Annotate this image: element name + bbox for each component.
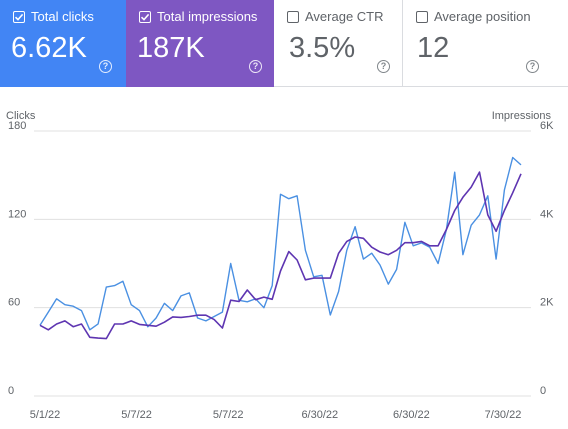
average-ctr-value: 3.5% xyxy=(289,32,356,64)
total-impressions-label: Total impressions xyxy=(157,9,258,24)
average-ctr-card[interactable]: Average CTR 3.5% ? xyxy=(274,0,402,87)
total-clicks-label: Total clicks xyxy=(31,9,94,24)
x-tick-label: 7/30/22 xyxy=(485,409,522,421)
total-impressions-value: 187K xyxy=(137,32,205,64)
checkmark-icon xyxy=(14,13,24,21)
clicks-line xyxy=(39,156,522,331)
average-position-header: Average position xyxy=(416,10,531,24)
total-clicks-header: Total clicks xyxy=(13,10,94,24)
help-icon[interactable]: ? xyxy=(99,60,112,73)
x-tick-label: 5/1/22 xyxy=(30,409,61,421)
y-right-tick-label: 6K xyxy=(540,120,554,132)
y-left-tick-label: 0 xyxy=(8,385,14,397)
total-impressions-card[interactable]: Total impressions 187K ? xyxy=(126,0,274,87)
x-tick-label: 5/7/22 xyxy=(121,409,152,421)
chart-ticks: 180 6K 120 4K 60 2K 0 0 5/1/22 5/7/22 5/7/22 6/30/2… xyxy=(8,120,554,421)
chart-lines xyxy=(39,156,522,340)
average-position-label: Average position xyxy=(434,9,531,24)
y-right-tick-label: 0 xyxy=(540,385,546,397)
average-ctr-checkbox[interactable] xyxy=(287,11,299,23)
x-tick-label: 5/7/22 xyxy=(213,409,244,421)
x-tick-label: 6/30/22 xyxy=(393,409,430,421)
checkmark-icon xyxy=(140,13,150,21)
total-clicks-checkbox[interactable] xyxy=(13,11,25,23)
help-icon[interactable]: ? xyxy=(249,60,262,73)
total-clicks-card[interactable]: Total clicks 6.62K ? xyxy=(0,0,126,87)
y-right-axis-label: Impressions xyxy=(492,110,552,122)
help-icon[interactable]: ? xyxy=(377,60,390,73)
average-position-checkbox[interactable] xyxy=(416,11,428,23)
chart-grid xyxy=(34,130,531,397)
average-ctr-header: Average CTR xyxy=(287,10,384,24)
average-position-card[interactable]: Average position 12 ? xyxy=(402,0,568,87)
y-left-axis-label: Clicks xyxy=(6,110,36,122)
total-impressions-checkbox[interactable] xyxy=(139,11,151,23)
help-icon[interactable]: ? xyxy=(526,60,539,73)
y-right-tick-label: 4K xyxy=(540,208,554,220)
performance-chart: Clicks Impressions 180 6K 120 4K 60 2K 0 0 5/1/2… xyxy=(6,110,554,421)
total-clicks-value: 6.62K xyxy=(11,32,87,64)
total-impressions-header: Total impressions xyxy=(139,10,257,24)
average-position-value: 12 xyxy=(417,32,450,64)
y-left-tick-label: 60 xyxy=(8,297,20,309)
y-left-tick-label: 120 xyxy=(8,208,26,220)
x-tick-label: 6/30/22 xyxy=(301,409,338,421)
metric-cards: Total clicks 6.62K ? Total impressions 1… xyxy=(0,0,568,87)
average-ctr-label: Average CTR xyxy=(305,9,384,24)
impressions-line xyxy=(39,171,522,340)
y-right-tick-label: 2K xyxy=(540,297,554,309)
y-left-tick-label: 180 xyxy=(8,120,26,132)
